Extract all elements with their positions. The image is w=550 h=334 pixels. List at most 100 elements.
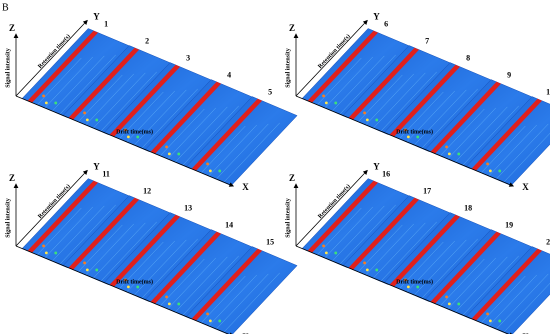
sample-label: 14 (225, 220, 233, 229)
signal-peak (445, 295, 448, 299)
signal-peak (375, 268, 379, 272)
signal-peak (498, 169, 502, 173)
signal-peak (322, 244, 325, 248)
signal-streak (488, 124, 538, 177)
rip-peak (191, 248, 263, 321)
signal-streak (118, 91, 164, 140)
signal-peak (486, 312, 489, 316)
signal-streak (503, 132, 550, 183)
signal-streak (372, 222, 426, 279)
sample-label: 7 (425, 36, 429, 45)
rip-peak (389, 64, 460, 137)
sample-label: 4 (227, 70, 231, 79)
signal-streak (339, 204, 396, 265)
signal-peak (488, 319, 492, 323)
rip-peak (348, 47, 419, 120)
signal-streak (413, 89, 467, 146)
signal-streak (365, 73, 415, 126)
signal-peak (95, 268, 99, 272)
signal-peak (85, 268, 89, 272)
signal-peak (95, 118, 99, 122)
signal-peak (54, 101, 58, 105)
signal-peak (486, 162, 489, 166)
sample-label: 20 (546, 237, 550, 246)
signal-streak (141, 88, 198, 149)
x-axis (295, 245, 515, 334)
x-axis-label: X (522, 332, 529, 334)
signal-peak (42, 244, 45, 248)
signal-peak (83, 261, 86, 265)
sample-label: 2 (145, 36, 149, 45)
signal-streak (159, 108, 205, 157)
signal-streak (167, 257, 217, 310)
z-axis-title: Signal intensity (5, 48, 11, 88)
signal-streak (92, 72, 146, 129)
signal-streak (36, 57, 82, 106)
signal-streak (59, 204, 116, 265)
x-axis-label: X (522, 182, 529, 192)
sample-label: 8 (466, 53, 470, 62)
signal-peak (177, 152, 181, 156)
signal-streak (357, 74, 403, 123)
y-axis-label: Y (93, 161, 100, 171)
sample-label: 19 (505, 220, 513, 229)
z-axis-label: Z (9, 23, 15, 33)
sample-label: 18 (464, 203, 472, 212)
z-axis-label: Z (9, 173, 15, 183)
rip-peak (348, 197, 419, 270)
signal-peak (404, 278, 407, 282)
signal-peak (324, 251, 328, 255)
sample-label: 15 (266, 237, 274, 246)
signal-peak (416, 135, 420, 139)
sample-label: 12 (143, 186, 151, 195)
signal-streak (454, 106, 508, 163)
signal-streak (215, 273, 269, 330)
signal-streak (398, 241, 444, 290)
rip-peak (109, 214, 181, 287)
signal-peak (363, 261, 366, 265)
z-axis-label: Z (289, 23, 295, 33)
signal-streak (126, 90, 176, 143)
x-axis-label: X (242, 332, 249, 334)
signal-streak (380, 71, 437, 132)
signal-peak (206, 312, 209, 316)
signal-streak (223, 122, 280, 183)
x-axis-title: Drift time(ms) (396, 279, 433, 286)
signal-streak (324, 56, 374, 109)
signal-streak (421, 238, 478, 299)
signal-streak (36, 207, 82, 256)
signal-peak (83, 111, 86, 115)
signal-streak (85, 73, 135, 126)
signal-peak (365, 118, 369, 122)
signal-streak (208, 124, 258, 177)
signal-peak (85, 118, 89, 122)
signal-peak (406, 135, 410, 139)
y-axis-label: Y (93, 11, 100, 21)
signal-peak (42, 94, 45, 98)
sample-label: 11 (102, 169, 110, 178)
rip-peak (471, 98, 542, 171)
rip-peak (307, 180, 378, 253)
z-axis-label: Z (289, 173, 295, 183)
signal-streak (182, 105, 239, 166)
signal-streak (439, 258, 485, 307)
signal-streak (462, 255, 519, 316)
signal-streak (100, 221, 157, 282)
signal-peak (126, 135, 130, 139)
rip-peak (68, 47, 140, 120)
signal-streak (331, 205, 385, 262)
signal-streak (133, 89, 187, 146)
signal-streak (174, 106, 228, 163)
signal-peak (167, 302, 171, 306)
signal-streak (141, 238, 198, 299)
x-axis-title: Drift time(ms) (396, 129, 433, 136)
signal-peak (167, 152, 171, 156)
signal-peak (124, 128, 127, 132)
signal-streak (480, 275, 526, 324)
signal-peak (334, 101, 338, 105)
z-axis-title: Signal intensity (5, 198, 11, 238)
signal-peak (165, 295, 168, 299)
signal-streak (365, 223, 415, 276)
rip-peak (191, 98, 263, 171)
